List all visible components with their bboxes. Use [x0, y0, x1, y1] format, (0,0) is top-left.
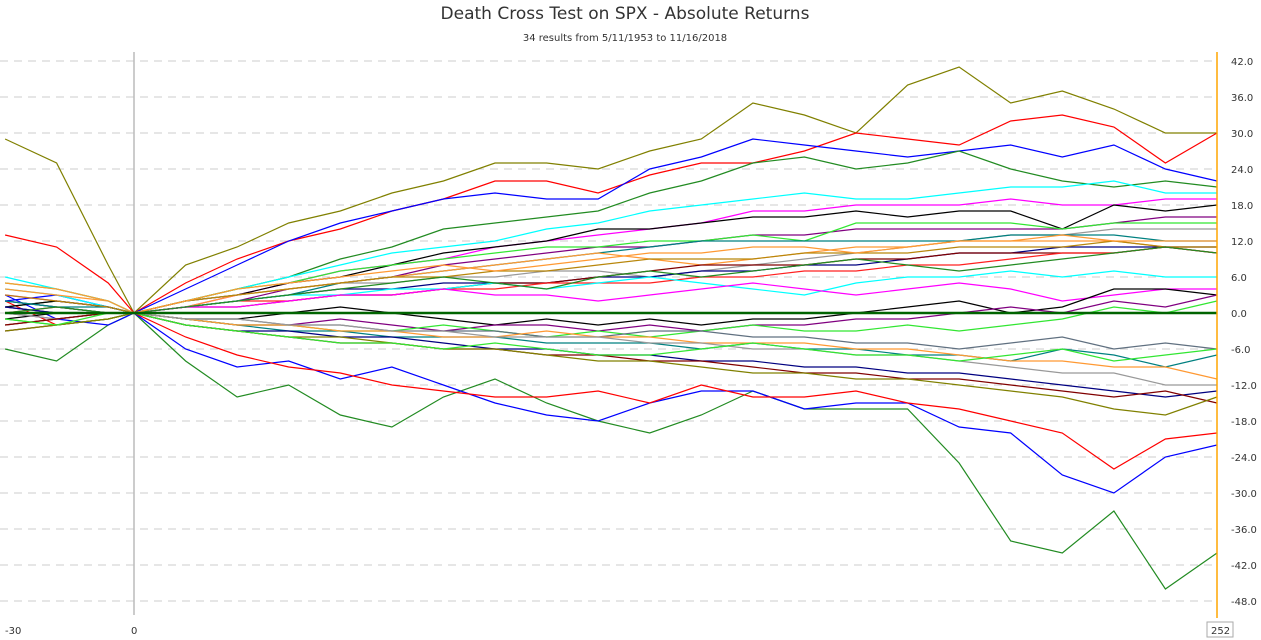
series-line-7: [4, 300, 1218, 470]
x-end-label-box: [1206, 621, 1234, 638]
series-line-21: [5, 282, 1217, 314]
y-tick-label: -30.0: [1231, 489, 1257, 500]
series-line-34: [5, 234, 1217, 314]
series-line-30: [5, 312, 1218, 404]
series-line-33: [5, 246, 1218, 314]
y-tick-label: -18.0: [1231, 417, 1257, 428]
series-line-2: [4, 114, 1218, 314]
y-tick-label: 0.0: [1231, 309, 1247, 320]
y-tick-label: -42.0: [1231, 561, 1257, 572]
series-line-6: [4, 294, 1218, 494]
series-line-10: [5, 204, 1218, 314]
chart-subtitle: 34 results from 5/11/1953 to 11/16/2018: [522, 33, 728, 44]
chart-title: Death Cross Test on SPX - Absolute Retur…: [440, 4, 810, 24]
y-tick-label: 24.0: [1231, 165, 1253, 176]
y-tick-label: -12.0: [1231, 381, 1257, 392]
y-tick-label: -24.0: [1231, 453, 1257, 464]
y-tick-labels: 42.0 36.0 30.0 24.0 18.0 12.0 6.0 0.0 -6.0 -12.0 -…: [1231, 57, 1257, 608]
x-tick-label: 0: [131, 626, 137, 637]
x-tick-label: -30: [5, 626, 21, 637]
y-tick-label: 6.0: [1231, 273, 1247, 284]
y-tick-label: 42.0: [1231, 57, 1253, 68]
series-lines: [4, 66, 1218, 590]
series-line-3: [5, 138, 1218, 314]
series-line-28: [5, 312, 1217, 386]
y-tick-label: 30.0: [1231, 129, 1253, 140]
series-line-1: [4, 66, 1217, 314]
gridlines: [0, 60, 1217, 602]
series-line-31: [5, 312, 1218, 416]
y-tick-label: 36.0: [1231, 93, 1253, 104]
x-tick-label: 252: [1211, 626, 1230, 637]
series-line-32: [5, 312, 1218, 362]
y-tick-label: -6.0: [1231, 345, 1251, 356]
y-tick-label: -36.0: [1231, 525, 1257, 536]
y-tick-label: 18.0: [1231, 201, 1253, 212]
y-tick-label: -48.0: [1231, 597, 1257, 608]
y-tick-label: 12.0: [1231, 237, 1253, 248]
